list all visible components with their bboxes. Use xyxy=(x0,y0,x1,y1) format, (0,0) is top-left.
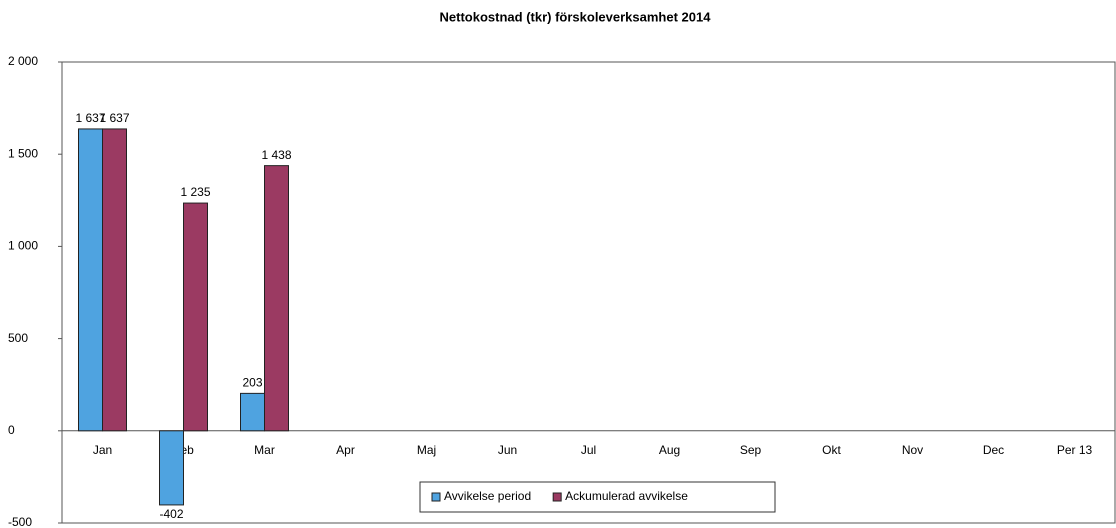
data-label: 1 235 xyxy=(180,185,210,199)
x-tick-label: Jul xyxy=(581,443,596,457)
bar xyxy=(240,392,265,432)
x-tick-label: Apr xyxy=(336,443,355,457)
x-tick-label: Maj xyxy=(417,443,436,457)
plot-border xyxy=(61,61,1116,524)
y-tick-label: -500 xyxy=(8,515,32,528)
bar xyxy=(183,202,208,432)
y-tick-label: 2 000 xyxy=(8,54,38,68)
bar xyxy=(159,430,184,506)
x-tick-label: Aug xyxy=(659,443,680,457)
bar xyxy=(264,165,289,432)
legend-swatch xyxy=(552,492,562,502)
x-tick-label: Jun xyxy=(498,443,517,457)
data-label: -402 xyxy=(159,507,183,521)
x-tick-label: Mar xyxy=(254,443,275,457)
y-tick-label: 1 500 xyxy=(8,146,38,160)
data-label: 1 637 xyxy=(75,111,105,125)
bar xyxy=(102,128,127,432)
legend-label: Ackumulerad avvikelse xyxy=(565,489,688,503)
x-tick-label: Per 13 xyxy=(1057,443,1093,457)
legend-box xyxy=(419,481,776,513)
x-tick-label: Dec xyxy=(983,443,1004,457)
x-tick-label: Jan xyxy=(93,443,112,457)
y-tick-label: 500 xyxy=(8,331,28,345)
data-label: 1 438 xyxy=(261,148,291,162)
data-label: 203 xyxy=(242,376,262,390)
data-label: 1 637 xyxy=(99,111,129,125)
y-tick-label: 0 xyxy=(8,423,15,437)
bar xyxy=(78,128,103,432)
legend-label: Avvikelse period xyxy=(444,489,531,503)
y-tick-label: 1 000 xyxy=(8,239,38,253)
chart-title: Nettokostnad (tkr) förskoleverksamhet 20… xyxy=(440,9,712,24)
x-tick-label: Nov xyxy=(902,443,923,457)
x-tick-label: Sep xyxy=(740,443,762,457)
x-tick-label: Okt xyxy=(822,443,841,457)
legend-swatch xyxy=(431,492,441,502)
